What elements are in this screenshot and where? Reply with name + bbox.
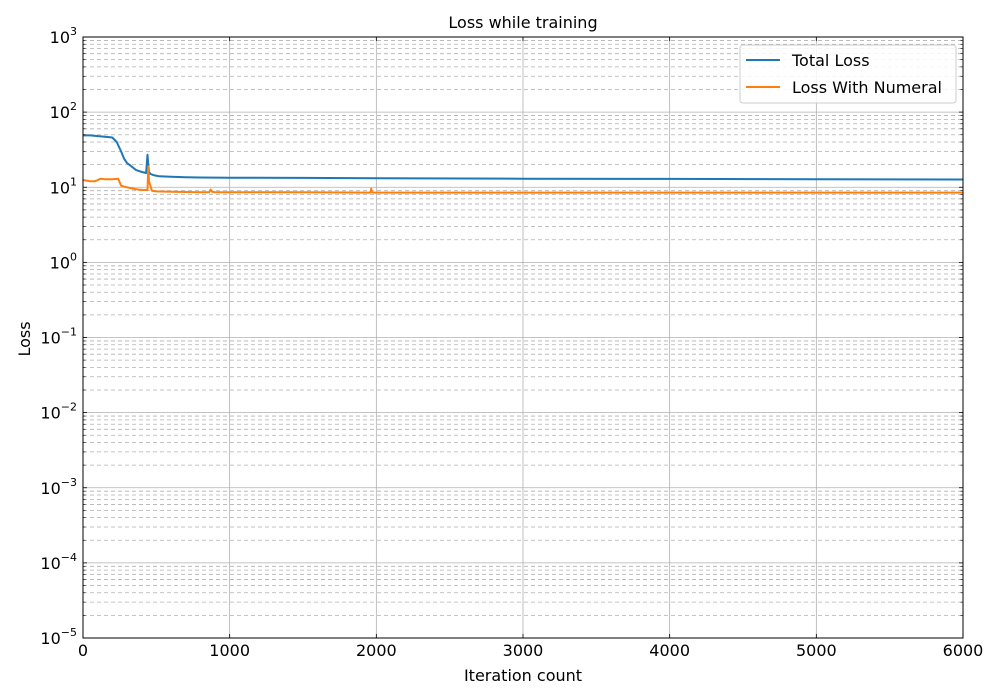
x-tick-label: 1000 [209,641,250,660]
loss-with-numeral-line [82,165,963,194]
x-tick-label: 3000 [503,641,544,660]
legend-box [739,44,957,104]
y-tick-label: 10−4 [40,551,77,573]
x-tick-label: 5000 [796,641,837,660]
y-tick-label: 101 [50,175,77,197]
series-lines [82,134,964,194]
x-axis-label: Iteration count [464,666,582,685]
y-tick-label: 10−3 [40,476,77,498]
y-tick-label: 10−5 [40,626,77,648]
y-tick-label: 103 [50,25,77,47]
x-tick-label: 2000 [356,641,397,660]
chart-title: Loss while training [448,13,597,32]
x-tick-label: 4000 [649,641,690,660]
grid-lines [82,36,964,639]
y-tick-label: 102 [50,100,77,122]
total-loss-line [83,134,964,181]
y-axis-label: Loss [15,321,34,356]
axis-ticks: 10−5 10−4 10−3 10−2 10−1 100 101 102 103 0 1000 200… [40,25,983,660]
legend-label: Total Loss [791,51,870,70]
y-tick-label: 10−1 [40,326,77,348]
legend-label: Loss With Numeral [792,78,942,97]
legend: Total Loss Loss With Numeral [739,44,957,104]
y-tick-label: 10−2 [40,401,77,423]
x-tick-label: 0 [78,641,88,660]
y-tick-label: 100 [50,250,77,272]
x-tick-label: 6000 [943,641,984,660]
